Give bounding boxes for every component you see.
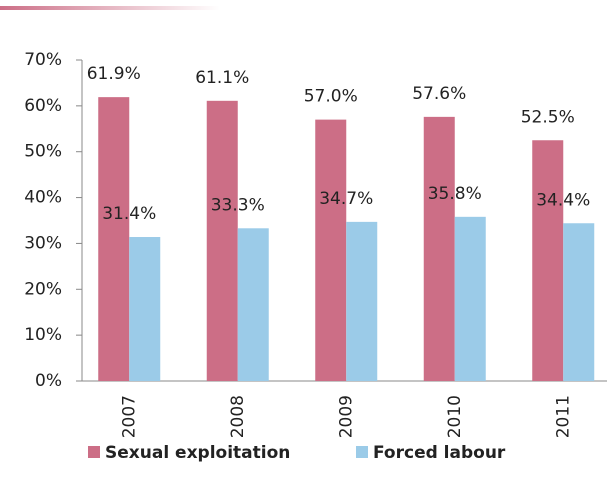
x-tick-label: 2010 [445, 395, 465, 438]
y-tick-label: 50% [24, 142, 62, 162]
x-tick-label: 2007 [119, 395, 139, 438]
y-tick-label: 0% [35, 371, 62, 391]
data-label: 35.8% [428, 184, 482, 204]
legend-swatch [356, 446, 368, 458]
y-tick-label: 40% [24, 188, 62, 208]
bar [454, 216, 486, 381]
data-label: 57.0% [304, 87, 358, 107]
bar [237, 228, 269, 381]
x-tick-label: 2008 [228, 395, 248, 438]
header-rule [0, 6, 220, 10]
data-label: 61.9% [87, 64, 141, 84]
data-label: 33.3% [211, 195, 265, 215]
bar [423, 116, 455, 381]
y-tick-label: 30% [24, 233, 62, 253]
y-tick-label: 20% [24, 279, 62, 299]
x-tick-label: 2009 [336, 395, 356, 438]
x-tick-label: 2011 [553, 395, 573, 438]
data-label: 57.6% [412, 84, 466, 104]
data-label: 34.7% [319, 189, 373, 209]
bar [206, 100, 238, 381]
y-tick-label: 70% [24, 50, 62, 70]
y-tick-label: 10% [24, 325, 62, 345]
bar [129, 237, 161, 381]
bar [98, 97, 130, 381]
data-label: 52.5% [521, 107, 575, 127]
y-tick-label: 60% [24, 96, 62, 116]
legend-label: Forced labour [373, 443, 506, 463]
legend-label: Sexual exploitation [105, 443, 290, 463]
bar [563, 223, 595, 381]
bar [346, 221, 378, 381]
bar [532, 140, 564, 381]
data-label: 31.4% [102, 204, 156, 224]
data-label: 34.4% [536, 190, 590, 210]
legend-swatch [88, 446, 100, 458]
bar [315, 119, 347, 381]
data-label: 61.1% [195, 68, 249, 88]
